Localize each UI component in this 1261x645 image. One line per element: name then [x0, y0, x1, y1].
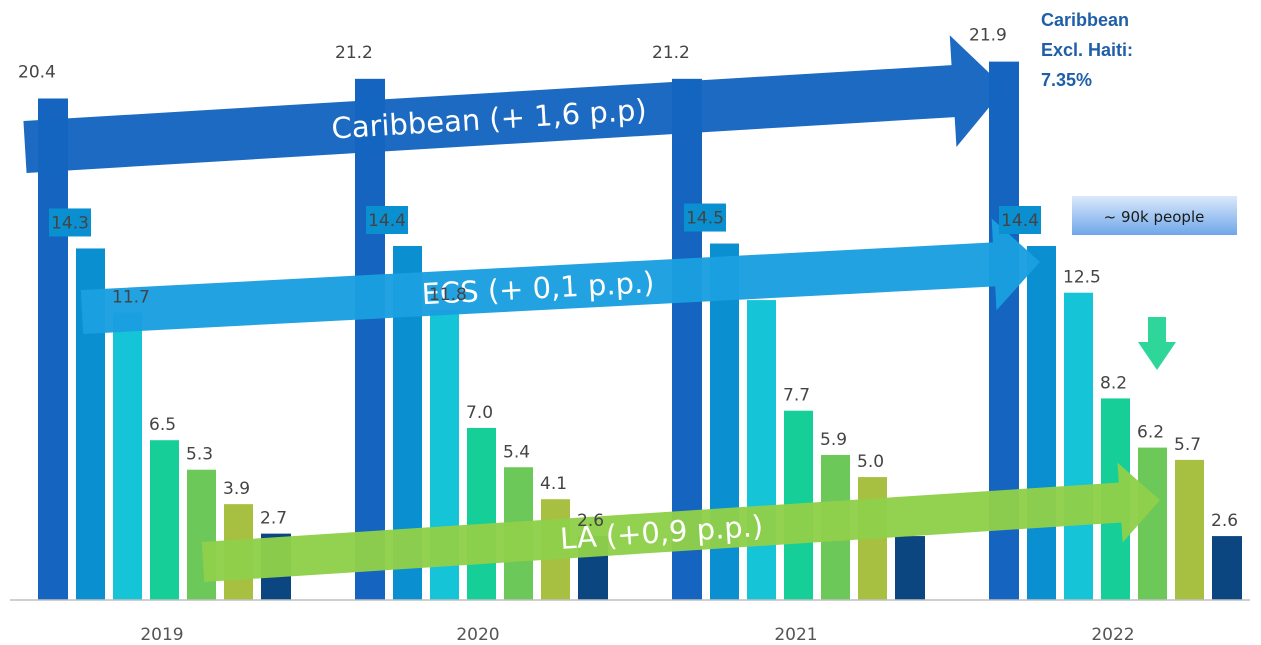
annotations-layer: ~ 90k people Caribbean Excl. Haiti: 7.35%	[1041, 10, 1237, 370]
value-labels-layer: 20.4 21.2 21.2 21.9 14.3 14.4 14.5 14.4 11.7 11.8…	[18, 26, 1238, 531]
value-label-2022-s4: 8.2	[1100, 373, 1127, 393]
bar-2021-s3	[747, 300, 776, 600]
value-label-2020-s7: 2.6	[577, 511, 604, 531]
x-tick-label-2021: 2021	[774, 625, 817, 645]
callout-box	[1072, 196, 1237, 235]
x-tick-labels-layer: 2019 2020 2021 2022	[140, 625, 1134, 645]
value-label-2021-s2: 14.5	[686, 209, 724, 229]
bar-2020-s1	[355, 78, 385, 601]
callout-label: ~ 90k people	[1104, 208, 1205, 226]
bar-2022-s6	[1175, 459, 1204, 600]
value-label-2021-s5: 5.9	[820, 430, 847, 450]
trend-arrow-shape	[201, 462, 1160, 582]
x-tick-label-2020: 2020	[456, 625, 499, 645]
value-label-2019-s5: 5.3	[186, 445, 213, 465]
value-label-2019-s6: 3.9	[223, 479, 250, 499]
value-label-box	[999, 206, 1041, 234]
value-label-2021-s6: 5.0	[857, 452, 884, 472]
value-label-2020-s1: 21.2	[335, 43, 373, 63]
value-label-box	[684, 203, 726, 232]
value-label-2019-s1: 20.4	[18, 63, 56, 83]
value-label-2020-s3: 11.8	[429, 285, 467, 305]
value-label-2019-s3: 11.7	[112, 287, 150, 307]
value-label-2022-s1: 21.9	[969, 26, 1007, 46]
value-label-2019-s2: 14.3	[51, 213, 89, 233]
down-arrow-icon	[1138, 317, 1176, 370]
trend-arrow-shape	[80, 218, 1040, 334]
value-label-2021-s4: 7.7	[783, 386, 810, 406]
value-label-2021-s1: 21.2	[652, 43, 690, 63]
trend-arrow-shape	[23, 35, 1006, 173]
value-label-2020-s4: 7.0	[466, 403, 493, 423]
bar-2022-s5	[1138, 447, 1167, 600]
x-tick-label-2019: 2019	[140, 625, 183, 645]
value-label-2019-s7: 2.7	[260, 509, 287, 529]
value-label-2022-s7: 2.6	[1211, 511, 1238, 531]
value-label-2022-s3: 12.5	[1063, 268, 1101, 288]
side-note-line-1: Caribbean	[1041, 10, 1129, 30]
value-label-box	[49, 208, 91, 237]
bar-2020-s4	[467, 427, 496, 600]
bar-2021-s7	[895, 536, 925, 600]
x-tick-label-2022: 2022	[1091, 625, 1134, 645]
side-note-line-2: Excl. Haiti:	[1041, 40, 1133, 60]
value-label-2022-s2: 14.4	[1001, 211, 1039, 231]
bar-2019-s4	[150, 440, 179, 600]
value-label-2020-s5: 5.4	[503, 442, 530, 462]
value-label-box	[366, 206, 408, 234]
bar-2022-s2	[1027, 246, 1056, 600]
side-note-line-3: 7.35%	[1041, 70, 1092, 90]
bar-2019-s3	[113, 312, 142, 600]
value-label-2022-s6: 5.7	[1174, 435, 1201, 455]
bar-2022-s3	[1064, 292, 1093, 600]
bar-2019-s1	[38, 98, 68, 600]
trend-arrow-2: ECS (+ 0,1 p.p.)	[80, 218, 1040, 334]
value-label-2022-s5: 6.2	[1137, 423, 1164, 443]
value-label-2019-s4: 6.5	[149, 415, 176, 435]
value-label-2020-s6: 4.1	[540, 474, 567, 494]
trend-arrow-1: Caribbean (+ 1,6 p.p)	[23, 35, 1006, 173]
value-label-2020-s2: 14.4	[368, 211, 406, 231]
bar-2022-s7	[1212, 536, 1242, 600]
